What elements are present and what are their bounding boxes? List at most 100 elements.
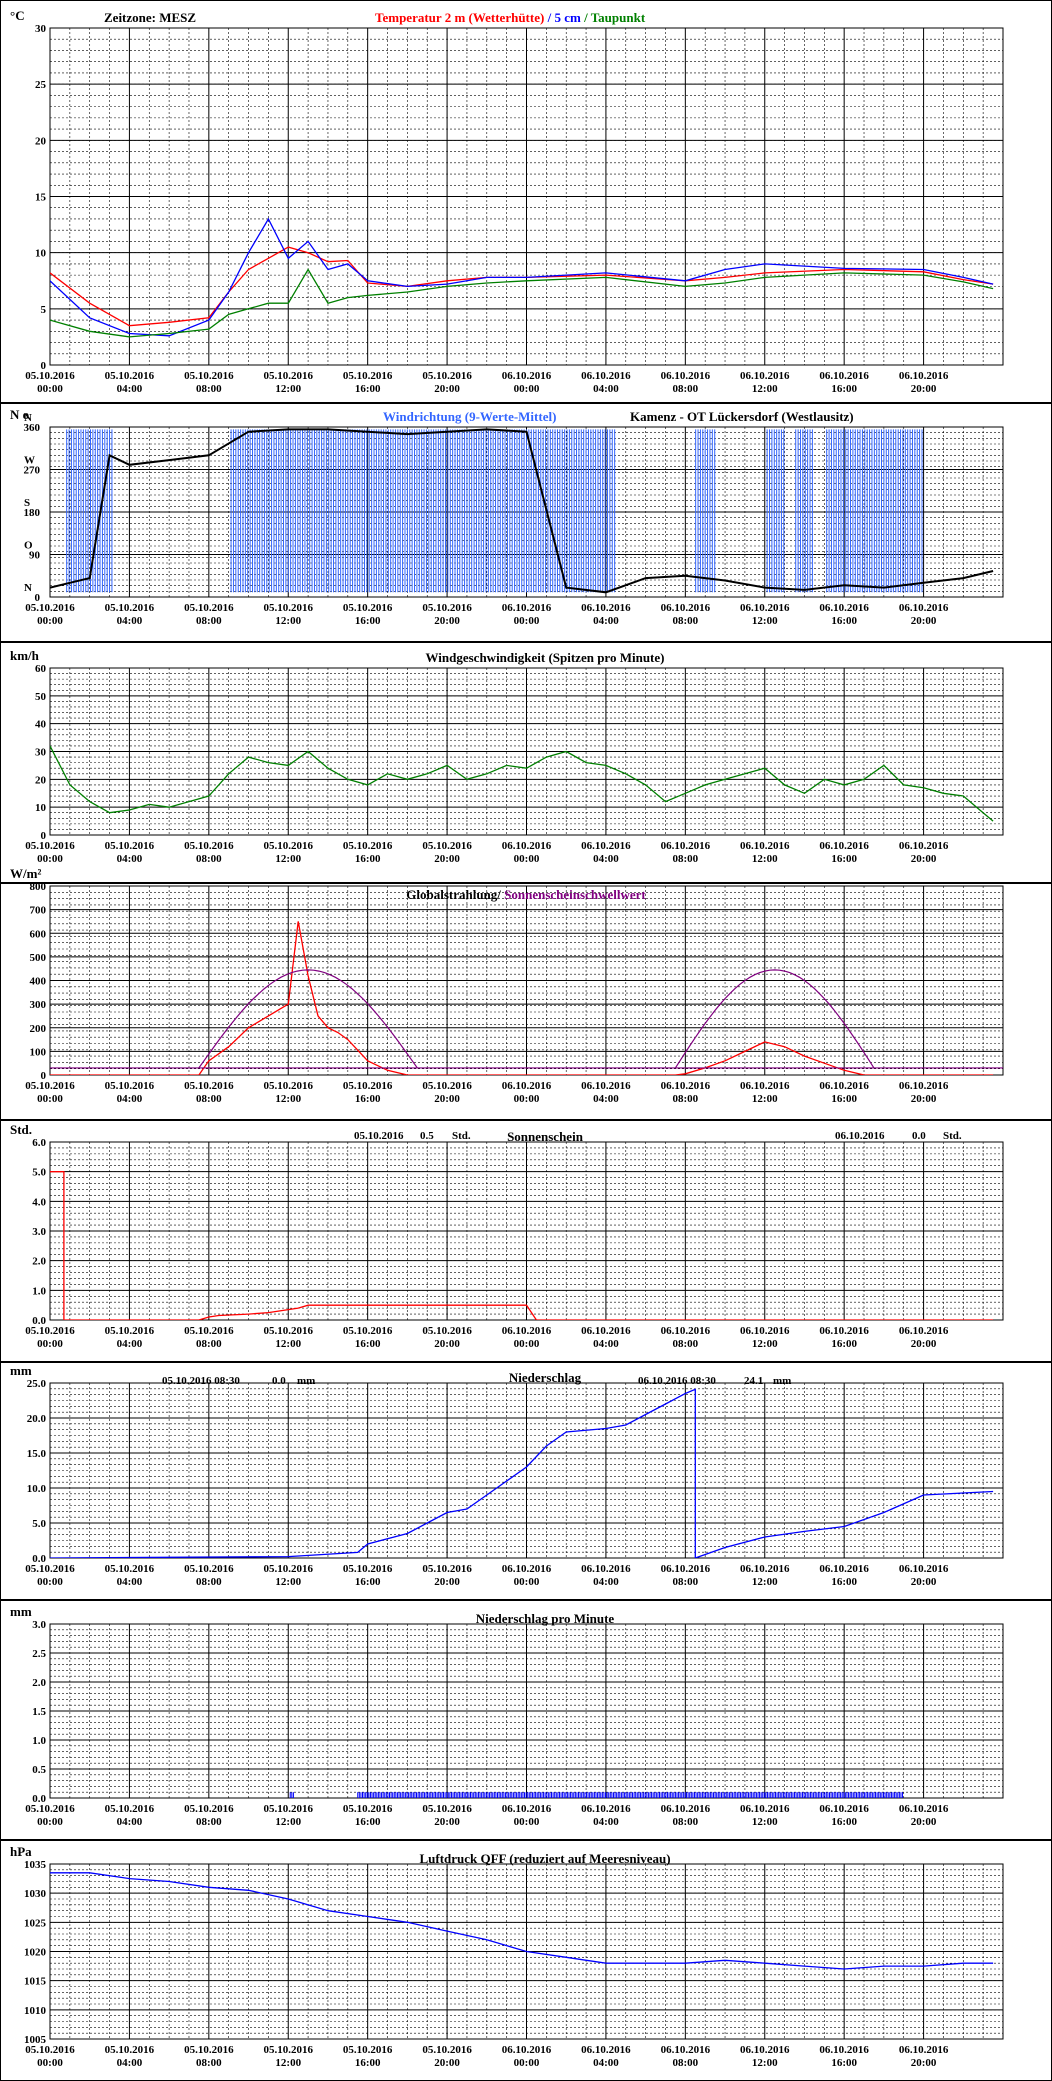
x-tick-label: 06.10.2016 [899,2044,949,2056]
x-tick-label: 16:00 [355,1338,381,1350]
data-layer [289,1792,904,1798]
x-tick-label: 05.10.2016 [264,1563,314,1575]
y-unit-label: mm [10,1604,32,1619]
x-tick-label: 05.10.2016 [422,2044,472,2056]
x-tick-label: 08:00 [196,1338,222,1350]
x-tick-label: 05.10.2016 [343,1080,393,1092]
x-tick-label: 16:00 [831,383,857,395]
x-tick-label: 05.10.2016 [105,1563,155,1575]
y-tick-label: 1.0 [32,1285,46,1297]
data-layer [50,745,994,822]
timezone-label: Zeitzone: MESZ [104,10,196,25]
x-tick-label: 12:00 [275,2057,301,2069]
chart-panel-5: 0.05.010.015.020.025.005.10.201600:0005.… [10,1363,1004,1588]
y-tick-label: 0.0 [32,1315,46,1327]
x-tick-label: 05.10.2016 [422,1080,472,1092]
x-tick-label: 05.10.2016 [422,602,472,614]
chart-panel-2: 010203040506005.10.201600:0005.10.201604… [10,648,1004,865]
x-tick-label: 08:00 [196,615,222,627]
x-tick-label: 05.10.2016 [264,1803,314,1815]
annotation-date: 05.10.2016 08:30 [162,1375,240,1387]
annotation-unit: mm [773,1375,791,1387]
y-tick-label: 200 [30,1023,47,1035]
x-tick-label: 06.10.2016 [899,1080,949,1092]
series-line-0 [50,1171,994,1320]
y-tick-label: 500 [30,952,47,964]
chart-panel-1: 090180270360NWSON05.10.201600:0005.10.20… [10,407,1004,627]
x-tick-label: 12:00 [752,1816,778,1828]
x-tick-label: 04:00 [117,383,143,395]
y-unit-label: mm [10,1363,32,1378]
x-tick-label: 20:00 [911,853,937,865]
x-tick-label: 16:00 [355,853,381,865]
x-tick-label: 04:00 [593,1816,619,1828]
y-tick-label: 15.0 [27,1448,47,1460]
day-summary-date: 05.10.2016 [354,1130,404,1142]
x-tick-label: 12:00 [275,1338,301,1350]
x-tick-label: 06.10.2016 [740,602,790,614]
x-tick-label: 05.10.2016 [105,2044,155,2056]
y-tick-label: 0.0 [32,1793,46,1805]
chart-title: Luftdruck QFF (reduziert auf Meeresnivea… [419,1851,670,1866]
x-tick-label: 16:00 [355,1816,381,1828]
x-tick-label: 05.10.2016 [184,1563,234,1575]
y-tick-label: 1030 [24,1888,47,1900]
x-tick-label: 20:00 [911,2057,937,2069]
x-tick-label: 05.10.2016 [343,370,393,382]
chart-title: Niederschlag pro Minute [476,1611,615,1626]
plot-frame [49,1382,1004,1559]
x-tick-label: 20:00 [911,383,937,395]
x-tick-label: 08:00 [672,1576,698,1588]
x-tick-label: 05.10.2016 [343,1803,393,1815]
x-tick-label: 04:00 [593,1093,619,1105]
y-tick-label: 0 [35,592,41,604]
x-tick-label: 05.10.2016 [264,602,314,614]
x-tick-label: 06.10.2016 [740,1325,790,1337]
x-tick-label: 00:00 [514,1338,540,1350]
series-line-1 [50,217,994,337]
y-tick-label: 300 [30,999,47,1011]
x-tick-label: 05.10.2016 [422,1563,472,1575]
y-tick-label: 1.5 [32,1706,46,1718]
y-tick-label: 90 [29,550,41,562]
chart-panel-3: 010020030040050060070080005.10.201600:00… [10,866,1004,1105]
x-tick-label: 12:00 [752,1576,778,1588]
x-tick-label: 00:00 [514,1093,540,1105]
series-line-0 [50,246,994,327]
x-tick-label: 04:00 [593,383,619,395]
y-tick-label: 1025 [24,1917,47,1929]
x-tick-label: 05.10.2016 [184,2044,234,2056]
x-tick-label: 00:00 [514,383,540,395]
x-tick-label: 16:00 [831,1093,857,1105]
x-tick-label: 06.10.2016 [661,840,711,852]
data-layer [50,1171,994,1320]
series-line-0 [50,921,994,1075]
x-tick-label: 05.10.2016 [25,1803,75,1815]
x-tick-label: 06.10.2016 [819,1080,869,1092]
chart-title: Windgeschwindigkeit (Spitzen pro Minute) [426,650,665,665]
x-tick-label: 12:00 [752,2057,778,2069]
x-tick-label: 12:00 [275,853,301,865]
plot-frame [49,1141,1004,1321]
x-tick-label: 05.10.2016 [105,1325,155,1337]
x-tick-label: 00:00 [514,2057,540,2069]
x-tick-label: 20:00 [434,615,460,627]
annotation-value: 24.1 [744,1375,763,1387]
x-tick-label: 00:00 [37,2057,63,2069]
x-tick-label: 04:00 [593,1338,619,1350]
x-tick-label: 12:00 [275,1576,301,1588]
x-tick-label: 16:00 [831,853,857,865]
x-tick-label: 08:00 [672,615,698,627]
y-tick-label: 10 [35,248,47,260]
annotation-date: 06.10.2016 08:30 [638,1375,716,1387]
y-unit-label: km/h [10,648,40,663]
day-summary-value: 0.5 [420,1130,434,1142]
plot-frame [49,426,1004,598]
series-line-0 [50,1872,994,1970]
day-summary-value: 0.0 [912,1130,926,1142]
x-tick-label: 08:00 [672,1093,698,1105]
data-layer [50,217,994,338]
x-tick-label: 05.10.2016 [343,840,393,852]
series-line-0 [50,745,994,822]
